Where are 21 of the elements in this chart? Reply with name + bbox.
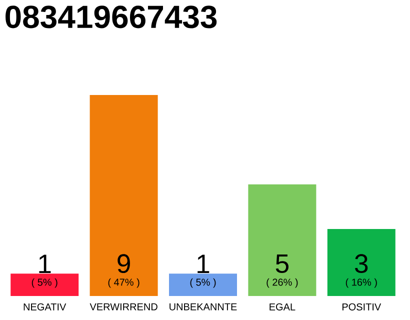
x-tick-label: EGAL	[270, 303, 296, 310]
x-tick-label: VERWIRREND	[90, 303, 158, 310]
x-tick-label: POSITIV	[342, 303, 382, 310]
data-label: 3	[355, 254, 368, 274]
data-label: 9	[118, 254, 130, 274]
bar	[327, 228, 396, 296]
annotation: ( 47% )	[108, 278, 140, 288]
data-label: 1	[39, 254, 51, 274]
bar	[90, 94, 158, 296]
x-tick-label: NEGATIV	[24, 303, 66, 310]
data-label: 5	[276, 254, 288, 274]
chart-title: 083419667433	[6, 6, 217, 28]
data-label: 1	[198, 254, 210, 274]
annotation: ( 5% )	[32, 278, 58, 288]
x-tick-label: UNBEKANNTE	[170, 303, 237, 310]
bar	[10, 274, 79, 296]
bar	[169, 274, 237, 296]
annotation: ( 26% )	[266, 278, 298, 288]
annotation: ( 16% )	[346, 278, 377, 288]
annotation: ( 5% )	[190, 278, 216, 288]
bar	[248, 184, 316, 296]
